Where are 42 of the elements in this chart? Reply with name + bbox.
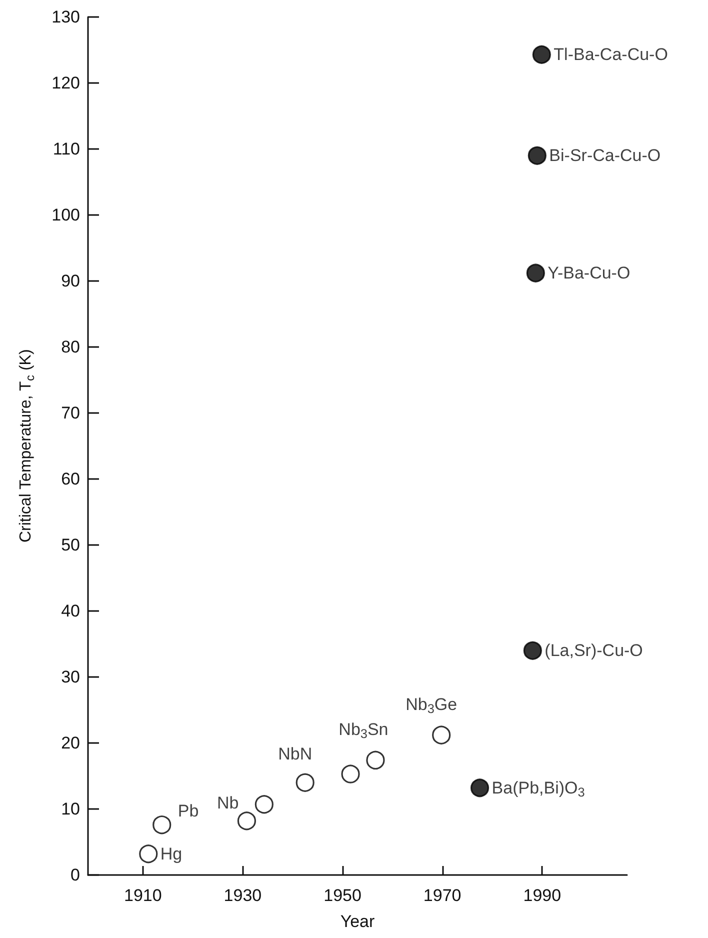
y-axis-title: Critical Temperature, Tc (K) [18, 349, 37, 543]
y-tick-label: 30 [61, 668, 80, 686]
y-tick-label: 110 [52, 140, 80, 158]
point [366, 750, 385, 770]
x-tick-label: 1970 [423, 886, 462, 905]
point [237, 812, 256, 830]
y-tick-label: 130 [52, 8, 80, 26]
point [432, 726, 451, 744]
point [254, 795, 274, 814]
x-axis-title: Year [340, 912, 376, 931]
annotation: (La,Sr)-Cu-O [544, 641, 643, 660]
point [526, 264, 545, 282]
annotation: Bi-Sr-Ca-Cu-O [549, 146, 661, 166]
x-tick-label: 1930 [224, 886, 262, 905]
point [470, 778, 490, 798]
y-tick-label: 70 [61, 404, 80, 422]
annotation: NbN [278, 744, 312, 764]
point [152, 816, 172, 834]
point [296, 773, 314, 792]
annotation: Hg [160, 844, 182, 864]
y-tick-label: 10 [61, 800, 80, 818]
point [139, 844, 158, 864]
point [523, 641, 542, 660]
annotation: Y-Ba-Cu-O [548, 264, 630, 283]
annotation: Pb [178, 801, 199, 820]
y-tick-label: 60 [61, 470, 80, 488]
y-tick-label: 0 [70, 866, 80, 884]
x-tick-label: 1990 [523, 886, 562, 905]
y-tick-label: 100 [52, 206, 80, 224]
x-tick-label: 1950 [324, 886, 362, 905]
y-tick-label: 20 [61, 734, 80, 752]
point [528, 146, 546, 165]
point [341, 764, 360, 784]
y-tick-label: 90 [61, 272, 80, 290]
y-tick-label: 80 [61, 338, 80, 356]
y-tick-label: 40 [61, 602, 80, 620]
annotation: Nb [216, 793, 239, 812]
y-tick-label: 50 [61, 536, 80, 554]
annotation: Tl-Ba-Ca-Cu-O [554, 45, 668, 64]
y-tick-label: 120 [52, 74, 80, 92]
point [532, 45, 551, 64]
x-tick-label: 1910 [124, 886, 162, 905]
